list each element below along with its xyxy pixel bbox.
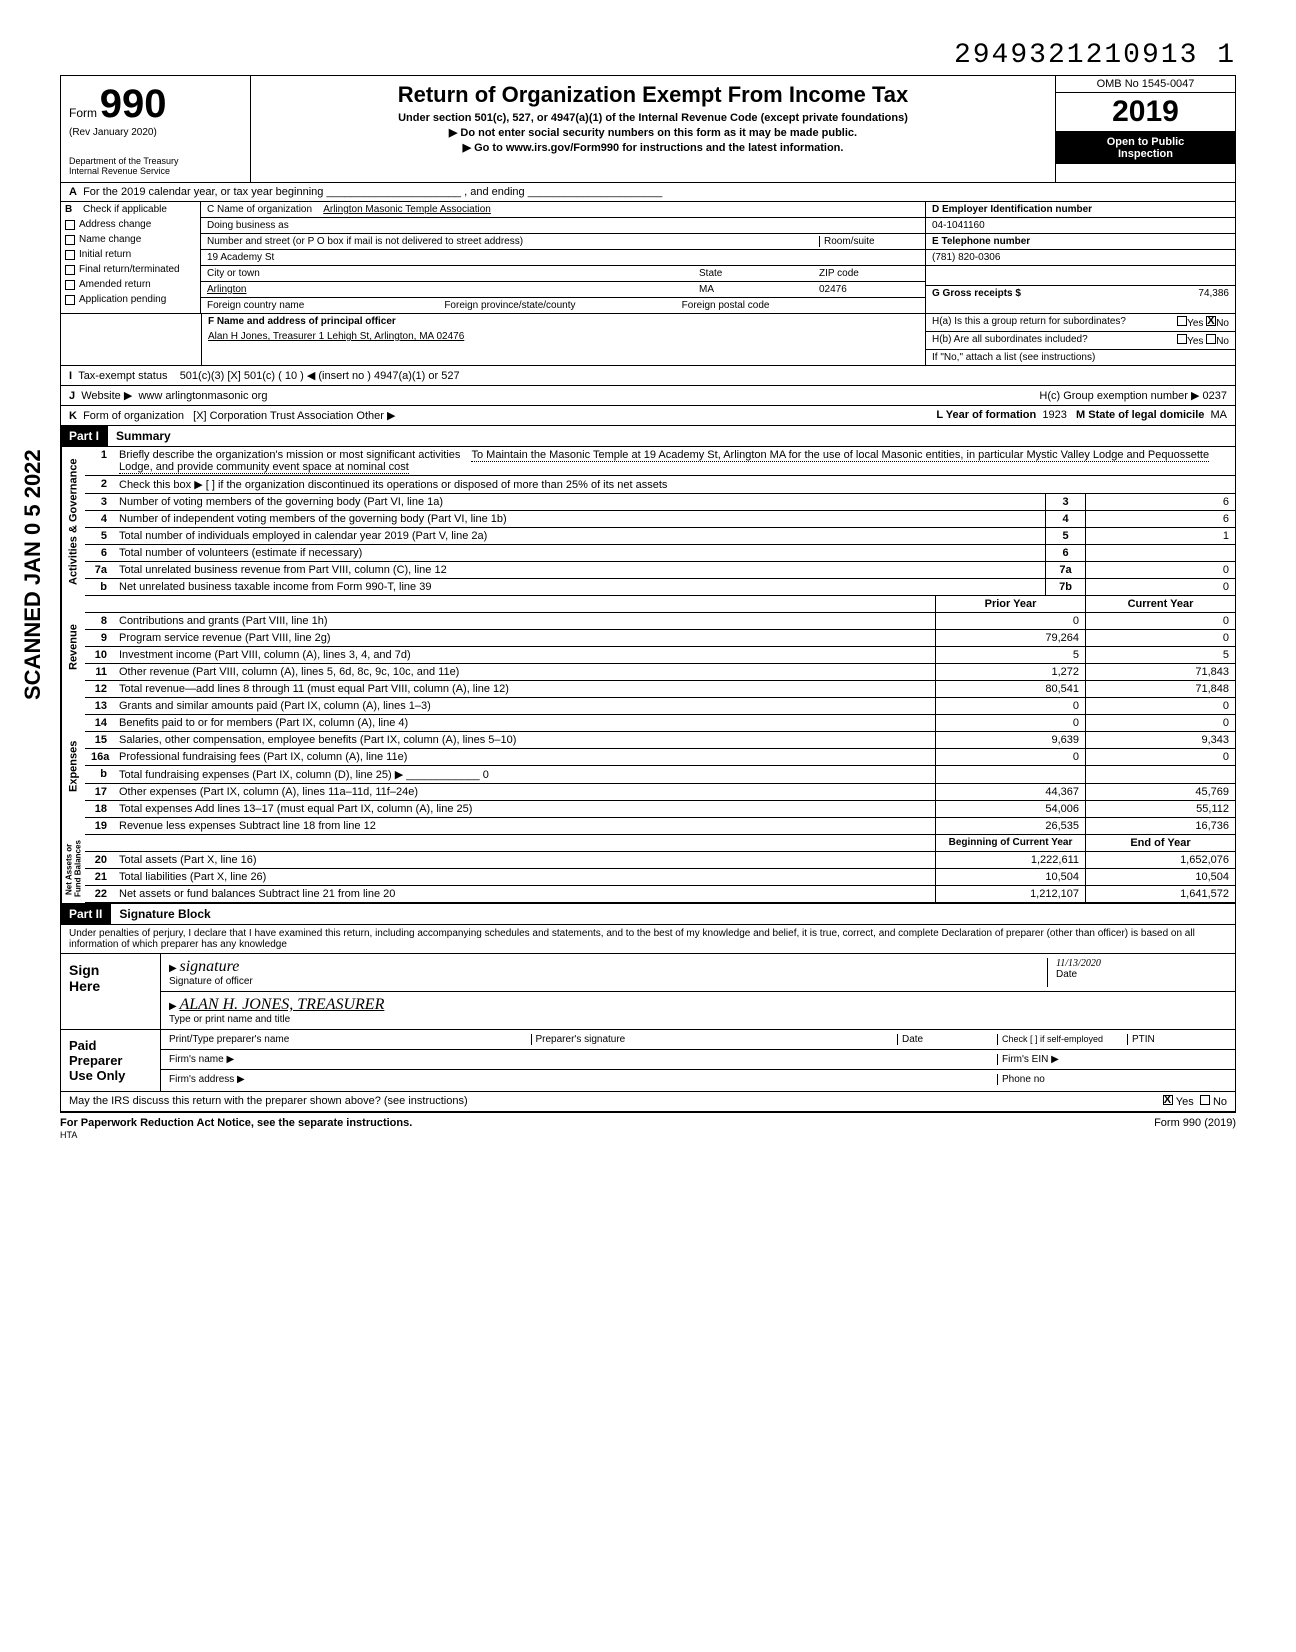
officer-value: Alan H Jones, Treasurer 1 Lehigh St, Arl…	[208, 331, 464, 342]
chk-address-change[interactable]	[65, 220, 75, 230]
form-title: Return of Organization Exempt From Incom…	[257, 82, 1049, 108]
dba-label: Doing business as	[207, 220, 289, 231]
line-i: I Tax-exempt status 501(c)(3) [X] 501(c)…	[60, 366, 1236, 386]
zip-value: 02476	[819, 284, 919, 295]
ein-value: 04-1041160	[932, 220, 985, 231]
officer-label: F Name and address of principal officer	[208, 316, 396, 327]
form-revision: (Rev January 2020)	[69, 127, 242, 138]
chk-ha-yes[interactable]	[1177, 316, 1187, 326]
form-number: 990	[100, 82, 167, 126]
form-note-2: ▶ Go to www.irs.gov/Form990 for instruct…	[257, 141, 1049, 154]
phone-label: E Telephone number	[932, 236, 1030, 247]
ein-label: D Employer Identification number	[932, 204, 1092, 215]
line-k: K Form of organization [X] Corporation T…	[60, 406, 1236, 426]
part-2-header: Part II	[61, 904, 110, 924]
chk-discuss-no[interactable]	[1200, 1095, 1210, 1105]
footer-form-ref: Form 990 (2019)	[1154, 1117, 1236, 1141]
part-1-header: Part I	[61, 426, 107, 446]
officer-block: F Name and address of principal officer …	[60, 314, 1236, 366]
identity-block: B Check if applicable Address change Nam…	[60, 202, 1236, 314]
line-2: Check this box ▶ [ ] if the organization…	[113, 476, 1235, 493]
org-name: Arlington Masonic Temple Association	[323, 204, 491, 215]
h-note: If "No," attach a list (see instructions…	[932, 352, 1095, 363]
penalty-statement: Under penalties of perjury, I declare th…	[60, 925, 1236, 954]
chk-ha-no[interactable]	[1206, 316, 1216, 326]
discuss-row: May the IRS discuss this return with the…	[60, 1092, 1236, 1112]
part-2-title: Signature Block	[110, 904, 1235, 924]
governance-side-label: Activities & Governance	[61, 447, 85, 596]
tax-year: 2019	[1056, 93, 1235, 132]
form-label: Form	[69, 106, 97, 120]
gross-receipts-value: 74,386	[1198, 288, 1229, 299]
sign-here-block: Sign Here ▶ signatureSignature of office…	[60, 954, 1236, 1030]
state-value: MA	[699, 284, 819, 295]
begin-year-header: Beginning of Current Year	[935, 835, 1085, 851]
org-name-label: C Name of organization	[207, 204, 312, 215]
chk-name-change[interactable]	[65, 235, 75, 245]
chk-hb-yes[interactable]	[1177, 334, 1187, 344]
h-b-label: H(b) Are all subordinates included?	[932, 334, 1088, 347]
form-header: Form 990 (Rev January 2020) Department o…	[60, 75, 1236, 183]
footer-paperwork: For Paperwork Reduction Act Notice, see …	[60, 1117, 412, 1129]
line-a: A For the 2019 calendar year, or tax yea…	[60, 183, 1236, 202]
state-label: State	[699, 268, 722, 279]
chk-final-return[interactable]	[65, 265, 75, 275]
omb-number: OMB No 1545-0047	[1056, 76, 1235, 93]
inspection-label-1: Open to Public	[1060, 136, 1231, 148]
part-1-title: Summary	[107, 426, 1235, 446]
chk-discuss-yes[interactable]	[1163, 1095, 1173, 1105]
check-applicable-label: Check if applicable	[83, 204, 167, 215]
scanned-stamp: SCANNED JAN 0 5 2022	[20, 449, 46, 700]
foreign-postal-label: Foreign postal code	[682, 300, 919, 311]
addr-value: 19 Academy St	[207, 252, 274, 263]
line-j: J Website ▶ www arlingtonmasonic org H(c…	[60, 386, 1236, 406]
form-subtitle: Under section 501(c), 527, or 4947(a)(1)…	[257, 112, 1049, 124]
document-id-stamp: 2949321210913 1	[60, 40, 1236, 71]
end-year-header: End of Year	[1085, 835, 1235, 851]
signer-name: ALAN H. JONES, TREASURER	[179, 996, 384, 1013]
dept-label: Department of the Treasury Internal Reve…	[69, 156, 242, 176]
foreign-province-label: Foreign province/state/county	[444, 300, 681, 311]
inspection-label-2: Inspection	[1060, 148, 1231, 160]
chk-initial-return[interactable]	[65, 250, 75, 260]
foreign-country-label: Foreign country name	[207, 300, 444, 311]
addr-label: Number and street (or P O box if mail is…	[207, 236, 819, 247]
paid-preparer-block: Paid Preparer Use Only Print/Type prepar…	[60, 1030, 1236, 1092]
form-note-1: ▶ Do not enter social security numbers o…	[257, 126, 1049, 139]
chk-amended[interactable]	[65, 280, 75, 290]
gross-receipts-label: G Gross receipts $	[932, 288, 1021, 299]
chk-app-pending[interactable]	[65, 295, 75, 305]
phone-value: (781) 820-0306	[932, 252, 1000, 263]
expenses-side-label: Expenses	[61, 698, 85, 835]
zip-label: ZIP code	[819, 268, 859, 279]
chk-hb-no[interactable]	[1206, 334, 1216, 344]
h-a-label: H(a) Is this a group return for subordin…	[932, 316, 1126, 329]
sign-here-label: Sign Here	[61, 954, 161, 1029]
revenue-side-label: Revenue	[61, 596, 85, 698]
room-label: Room/suite	[819, 236, 919, 247]
city-value: Arlington	[207, 284, 699, 295]
current-year-header: Current Year	[1085, 596, 1235, 612]
paid-preparer-label: Paid Preparer Use Only	[61, 1030, 161, 1091]
city-label: City or town	[207, 268, 260, 279]
mission-label: Briefly describe the organization's miss…	[119, 449, 460, 461]
prior-year-header: Prior Year	[935, 596, 1085, 612]
netassets-side-label: Net Assets or Fund Balances	[61, 835, 85, 903]
